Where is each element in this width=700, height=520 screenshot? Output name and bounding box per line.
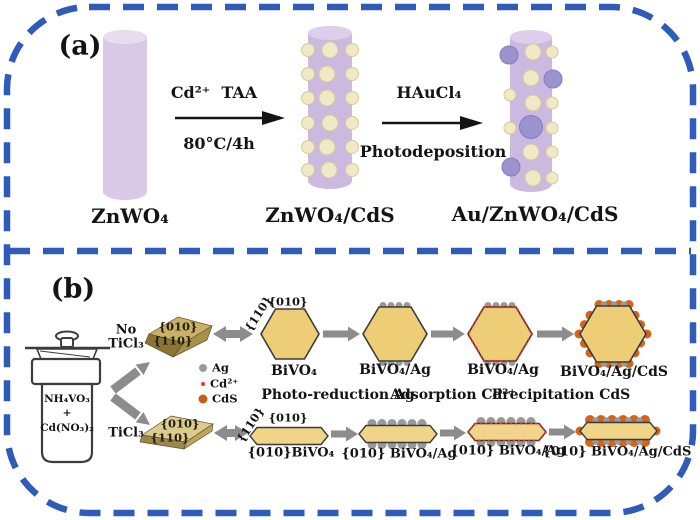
outer-border (3, 3, 697, 517)
plate-bivo4-ag-cds-label: {010} BiVO₄/Ag/CdS (542, 444, 692, 460)
route-arrow-ticl3 (110, 393, 150, 425)
bivo4-ag-label-1: BiVO₄/Ag (359, 362, 431, 378)
plate-bivo4-ag-label-2: {010} BiVO₄/Ag (450, 443, 566, 459)
step-precipitation-label: Precipitation CdS (491, 387, 631, 403)
reagent-cd-taa-label: Cd²⁺ TAA (170, 83, 258, 102)
ticl3-label: TiCl₃ (108, 425, 144, 441)
cds-dot-icon (198, 394, 208, 404)
reaction-arrow-1 (175, 111, 285, 125)
autoclave-vessel (25, 330, 110, 464)
plate-crystal-facet-110-label: {110} (150, 430, 190, 445)
au-znwo4-cds-rod (499, 30, 563, 192)
step-adsorption-label: Adsorption Cd²⁺ (390, 387, 516, 403)
plate-bivo4-ag-label-1: {010} BiVO₄/Ag (341, 446, 457, 462)
hexagon-bivo4-ag-cd2 (466, 302, 534, 366)
legend-cds-label: CdS (212, 391, 238, 406)
vessel-nh4vo3-label: NH₄VO₃ (44, 392, 90, 405)
hexagon-bivo4 (260, 308, 320, 360)
dashed-border (3, 3, 697, 517)
reagent-haucl4-label: HAuCl₄ (396, 83, 462, 102)
znwo4-cds-rod (301, 26, 359, 189)
gray-arrow-bottom-2 (440, 425, 466, 441)
reaction-arrow-2 (382, 116, 483, 130)
panel-b-label: (b) (50, 273, 96, 305)
cds-dots (301, 41, 359, 179)
vessel-cdno32-label: Cd(NO₃)₂ (40, 421, 94, 434)
legend-cd2-label: Cd²⁺ (210, 376, 239, 391)
ag-dot-icon (199, 364, 207, 372)
condition-photodeposition-label: Photodeposition (359, 142, 507, 161)
gray-arrow-top-3 (537, 326, 574, 342)
panel-a-label: (a) (58, 30, 102, 62)
double-arrow-bottom (214, 425, 248, 441)
au-znwo4-cds-label: Au/ZnWO₄/CdS (451, 202, 619, 226)
condition-80c4h-label: 80°C/4h (183, 134, 255, 153)
plate-010-bivo4-ag-cd2 (466, 417, 548, 447)
hex-facet-110-label: {110} (241, 293, 275, 334)
plate-bivo4-label: {010}BiVO₄ (247, 445, 335, 461)
plate-crystal-facet-010-label: {010} (160, 416, 200, 431)
au-dots (499, 45, 563, 177)
route-arrow-no-ticl3 (110, 362, 150, 394)
gray-arrow-top-2 (431, 326, 465, 342)
no-ticl3-line2-label: TiCl₃ (108, 336, 144, 352)
gray-arrow-bottom-1 (331, 426, 358, 442)
legend-ag-label: Ag (212, 360, 229, 375)
hexagon-bivo4-ag-cds (574, 300, 652, 368)
gray-arrow-top-1 (323, 326, 360, 342)
hexagon-bivo4-ag (362, 302, 428, 366)
plate-010-bivo4 (249, 426, 329, 446)
plate-facet-010-label: {010} (268, 410, 308, 425)
bivo4-ag-label-2: BiVO₄/Ag (467, 362, 539, 378)
znwo4-rod (103, 30, 147, 200)
no-ticl3-line1-label: No (115, 322, 137, 338)
bivo4-plate-crystal-3d (139, 415, 214, 450)
znwo4-cds-label: ZnWO₄/CdS (265, 203, 395, 227)
step-photoreduction-label: Photo-reduction Ag (261, 387, 415, 403)
znwo4-label: ZnWO₄ (91, 204, 169, 228)
cd2-dot-icon (201, 382, 205, 386)
legend-dots (198, 364, 208, 404)
plate-010-bivo4-ag (358, 419, 438, 449)
crystal-facet-110-label: {110} (153, 333, 193, 348)
bivo4-label: BiVO₄ (270, 363, 318, 379)
crystal-facet-010-label: {010} (158, 319, 198, 334)
double-arrow-top (213, 326, 253, 342)
bivo4-crystal-3d (144, 316, 213, 358)
hex-facet-010-label: {010} (268, 294, 308, 309)
vessel-plus-label: + (62, 406, 72, 419)
plate-facet-110-label: {110} (233, 404, 267, 445)
plate-010-bivo4-ag-cds (575, 415, 661, 447)
gray-arrow-bottom-3 (549, 424, 576, 440)
bivo4-ag-cds-label: BiVO₄/Ag/CdS (559, 364, 669, 380)
